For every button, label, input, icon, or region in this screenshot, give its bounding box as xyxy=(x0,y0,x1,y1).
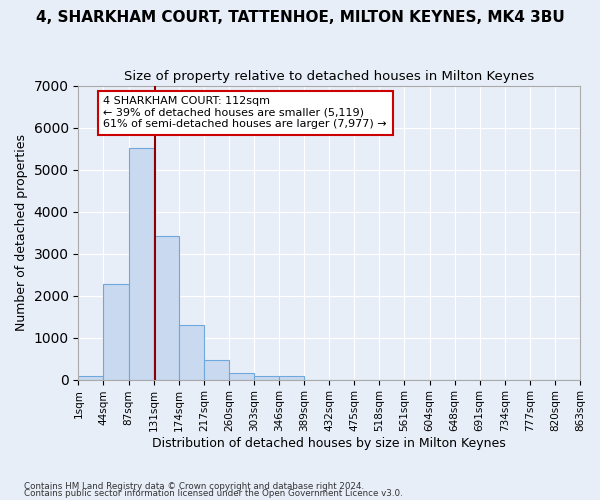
Bar xyxy=(229,372,254,380)
Title: Size of property relative to detached houses in Milton Keynes: Size of property relative to detached ho… xyxy=(124,70,535,83)
Text: 4 SHARKHAM COURT: 112sqm
← 39% of detached houses are smaller (5,119)
61% of sem: 4 SHARKHAM COURT: 112sqm ← 39% of detach… xyxy=(103,96,387,130)
Bar xyxy=(279,376,304,380)
Bar xyxy=(254,376,279,380)
Bar xyxy=(179,324,204,380)
Bar xyxy=(204,360,229,380)
Text: Contains HM Land Registry data © Crown copyright and database right 2024.: Contains HM Land Registry data © Crown c… xyxy=(24,482,364,491)
Y-axis label: Number of detached properties: Number of detached properties xyxy=(15,134,28,331)
Text: Contains public sector information licensed under the Open Government Licence v3: Contains public sector information licen… xyxy=(24,489,403,498)
Bar xyxy=(79,376,103,380)
Bar xyxy=(103,284,128,380)
X-axis label: Distribution of detached houses by size in Milton Keynes: Distribution of detached houses by size … xyxy=(152,437,506,450)
Bar xyxy=(154,236,179,380)
Text: 4, SHARKHAM COURT, TATTENHOE, MILTON KEYNES, MK4 3BU: 4, SHARKHAM COURT, TATTENHOE, MILTON KEY… xyxy=(35,10,565,25)
Bar xyxy=(128,148,154,380)
